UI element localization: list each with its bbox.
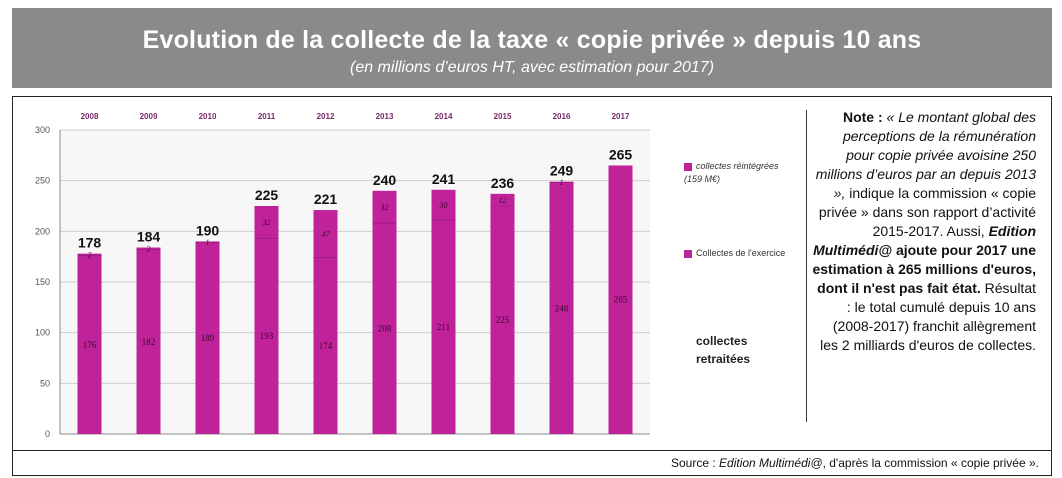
year-label: 2012 (317, 112, 335, 121)
bar-total-label: 221 (314, 191, 338, 207)
bar-reintegrated-label: 2 (88, 251, 92, 260)
content-frame (12, 96, 1052, 450)
bar-total-label: 184 (137, 229, 161, 245)
year-label: 2016 (553, 112, 571, 121)
bar-exercise (136, 249, 161, 434)
bar-total-label: 178 (78, 235, 102, 251)
bar-total-label: 265 (609, 146, 633, 162)
year-label: 2008 (81, 112, 99, 121)
bar-reintegrated-label: 2 (147, 245, 151, 254)
bar-reintegrated-label: 32 (262, 218, 271, 227)
legend-item-exercise: Collectes de l'exercice (684, 248, 804, 258)
bar-reintegrated (195, 241, 220, 243)
bar-reintegrated-label: 12 (499, 196, 507, 205)
title-banner: Evolution de la collecte de la taxe « co… (12, 8, 1052, 88)
source-prefix: Source : (670, 456, 716, 470)
legend-annotation: collectes retraitées (696, 332, 786, 368)
note-text-2: Aussi, (946, 223, 985, 239)
bar-reintegrated-label: 1 (206, 238, 210, 247)
legend-sublabel-reintegrated: (159 M€) (684, 174, 721, 184)
bar-exercise-label: 248 (555, 303, 569, 313)
bar-exercise-label: 225 (496, 315, 510, 325)
bar-total-label: 240 (373, 172, 397, 188)
note-quote: « Le montant global des perceptions de l… (815, 109, 1036, 201)
bar-exercise (195, 242, 220, 434)
year-label: 2015 (494, 112, 512, 121)
bar-exercise-label: 208 (378, 324, 392, 334)
bar-total-label: 241 (432, 171, 456, 187)
bar-exercise (549, 182, 574, 434)
bar-exercise-label: 182 (142, 337, 156, 347)
y-tick-label: 0 (45, 429, 50, 439)
bar-reintegrated-label: 30 (439, 201, 448, 210)
legend-swatch-exercise (684, 249, 692, 258)
note-text-3: Résultat : le total cumulé depuis 10 ans… (820, 280, 1036, 353)
chart-subtitle: (en millions d’euros HT, avec estimation… (349, 59, 715, 76)
chart-title: Evolution de la collecte de la taxe « co… (142, 26, 922, 54)
annotation-line-2: retraitées (696, 352, 751, 366)
bar-exercise-label: 176 (83, 340, 97, 350)
bar-total-label: 236 (491, 175, 515, 191)
bar-exercise-label: 189 (201, 333, 215, 343)
legend-label-reintegrated: collectes réintégrées (696, 161, 779, 171)
year-label: 2017 (612, 112, 630, 121)
y-tick-label: 100 (35, 328, 50, 338)
year-label: 2009 (140, 112, 158, 121)
source-line: Source : Edition Multimédi@, d'après la … (12, 450, 1052, 476)
bar-exercise (313, 257, 338, 434)
bar-exercise-label: 174 (319, 341, 333, 351)
legend-swatch-reintegrated (684, 162, 692, 171)
y-tick-label: 200 (35, 226, 50, 236)
bar-reintegrated (431, 189, 456, 221)
bar-exercise (431, 220, 456, 434)
bar-exercise (372, 223, 397, 434)
bar-exercise (254, 238, 279, 434)
bar-reintegrated (136, 247, 161, 250)
bar-exercise-label: 193 (260, 331, 274, 341)
bar-reintegrated (77, 253, 102, 256)
note-label: Note : (842, 109, 883, 125)
note-text-1: indique la commission « copie privée » d… (818, 185, 1036, 239)
y-tick-label: 300 (35, 125, 50, 135)
bar-total-label: 249 (550, 163, 574, 179)
y-tick-label: 150 (35, 277, 50, 287)
bar-reintegrated (549, 181, 574, 183)
bar-reintegrated (254, 206, 279, 239)
year-label: 2014 (435, 112, 453, 121)
note-box: Note : « Le montant global des perceptio… (812, 108, 1036, 355)
bar-exercise (608, 165, 633, 434)
bar-reintegrated (490, 193, 515, 206)
source-suffix: , d'après la commission « copie privée »… (822, 456, 1039, 470)
bar-reintegrated (313, 210, 338, 258)
legend-label-exercise: Collectes de l'exercice (696, 248, 786, 258)
bar-total-label: 225 (255, 187, 279, 203)
note-brand: Edition Multimédi@ (813, 223, 1036, 258)
year-label: 2013 (376, 112, 394, 121)
bar-reintegrated (372, 190, 397, 224)
note-divider (806, 110, 807, 422)
note-bold-text: ajoute pour 2017 une estimation à 265 mi… (812, 242, 1036, 296)
y-tick-label: 250 (35, 176, 50, 186)
source-brand: Edition Multimédi@ (719, 456, 823, 470)
bar-exercise (77, 255, 102, 434)
year-label: 2011 (258, 112, 276, 121)
annotation-line-1: collectes (696, 334, 748, 348)
bar-reintegrated-label: 32 (380, 203, 389, 212)
bar-total-label: 190 (196, 222, 220, 238)
bar-exercise-label: 265 (614, 295, 628, 305)
bar-reintegrated-label: 1 (560, 178, 564, 187)
legend-item-reintegrated: collectes réintégrées (159 M€) (684, 160, 784, 186)
bar-exercise-label: 211 (437, 322, 450, 332)
y-tick-label: 50 (40, 378, 50, 388)
bar-exercise (490, 206, 515, 434)
year-label: 2010 (199, 112, 217, 121)
bar-reintegrated-label: 47 (322, 230, 331, 239)
